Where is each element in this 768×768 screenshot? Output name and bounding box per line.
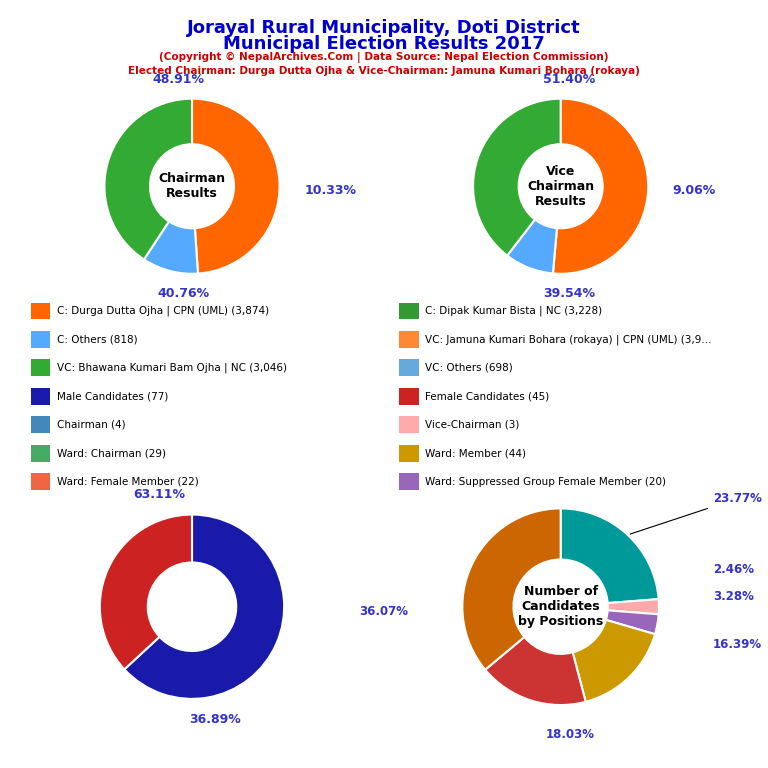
Text: 36.07%: 36.07%: [359, 605, 409, 618]
Text: Ward: Member (44): Ward: Member (44): [425, 448, 527, 458]
Text: 3.28%: 3.28%: [713, 591, 754, 604]
Text: 16.39%: 16.39%: [713, 637, 762, 650]
Text: (Copyright © NepalArchives.Com | Data Source: Nepal Election Commission): (Copyright © NepalArchives.Com | Data So…: [159, 52, 609, 63]
Text: Ward: Chairman (29): Ward: Chairman (29): [57, 448, 166, 458]
Wedge shape: [485, 637, 586, 705]
Text: Number of
Candidates
by Gender: Number of Candidates by Gender: [153, 585, 231, 628]
Text: 10.33%: 10.33%: [304, 184, 356, 197]
Wedge shape: [100, 515, 192, 670]
Text: 18.03%: 18.03%: [546, 728, 595, 741]
Text: Elected Chairman: Durga Dutta Ojha & Vice-Chairman: Jamuna Kumari Bohara (rokaya: Elected Chairman: Durga Dutta Ojha & Vic…: [128, 66, 640, 76]
Wedge shape: [124, 515, 284, 699]
Text: Chairman (4): Chairman (4): [57, 419, 125, 430]
Text: C: Durga Dutta Ojha | CPN (UML) (3,874): C: Durga Dutta Ojha | CPN (UML) (3,874): [57, 306, 269, 316]
Wedge shape: [573, 620, 655, 702]
Wedge shape: [553, 99, 648, 273]
Wedge shape: [462, 508, 561, 670]
Text: 23.77%: 23.77%: [630, 492, 762, 534]
Text: 2.46%: 2.46%: [713, 563, 754, 576]
Text: Chairman
Results: Chairman Results: [158, 172, 226, 200]
Wedge shape: [473, 99, 561, 256]
Text: 51.40%: 51.40%: [543, 73, 595, 86]
Text: Male Candidates (77): Male Candidates (77): [57, 391, 168, 402]
Text: 40.76%: 40.76%: [157, 286, 210, 300]
Text: 9.06%: 9.06%: [673, 184, 716, 197]
Text: Jorayal Rural Municipality, Doti District: Jorayal Rural Municipality, Doti Distric…: [187, 19, 581, 37]
Text: Vice-Chairman (3): Vice-Chairman (3): [425, 419, 520, 430]
Wedge shape: [144, 221, 198, 273]
Text: 39.54%: 39.54%: [544, 286, 595, 300]
Text: Number of
Candidates
by Positions: Number of Candidates by Positions: [518, 585, 604, 628]
Wedge shape: [104, 99, 192, 260]
Text: Vice
Chairman
Results: Vice Chairman Results: [527, 165, 594, 207]
Text: 63.11%: 63.11%: [134, 488, 186, 501]
Wedge shape: [507, 220, 557, 273]
Text: Municipal Election Results 2017: Municipal Election Results 2017: [223, 35, 545, 52]
Text: VC: Bhawana Kumari Bam Ojha | NC (3,046): VC: Bhawana Kumari Bam Ojha | NC (3,046): [57, 362, 286, 373]
Wedge shape: [606, 611, 659, 634]
Text: 36.89%: 36.89%: [189, 713, 241, 726]
Text: C: Others (818): C: Others (818): [57, 334, 137, 345]
Text: C: Dipak Kumar Bista | NC (3,228): C: Dipak Kumar Bista | NC (3,228): [425, 306, 603, 316]
Text: Ward: Female Member (22): Ward: Female Member (22): [57, 476, 199, 487]
Wedge shape: [192, 99, 280, 273]
Text: Female Candidates (45): Female Candidates (45): [425, 391, 550, 402]
Wedge shape: [607, 599, 659, 614]
Wedge shape: [561, 508, 659, 603]
Text: VC: Others (698): VC: Others (698): [425, 362, 513, 373]
Text: VC: Jamuna Kumari Bohara (rokaya) | CPN (UML) (3,9...: VC: Jamuna Kumari Bohara (rokaya) | CPN …: [425, 334, 712, 345]
Text: Ward: Suppressed Group Female Member (20): Ward: Suppressed Group Female Member (20…: [425, 476, 667, 487]
Text: 48.91%: 48.91%: [153, 73, 205, 86]
